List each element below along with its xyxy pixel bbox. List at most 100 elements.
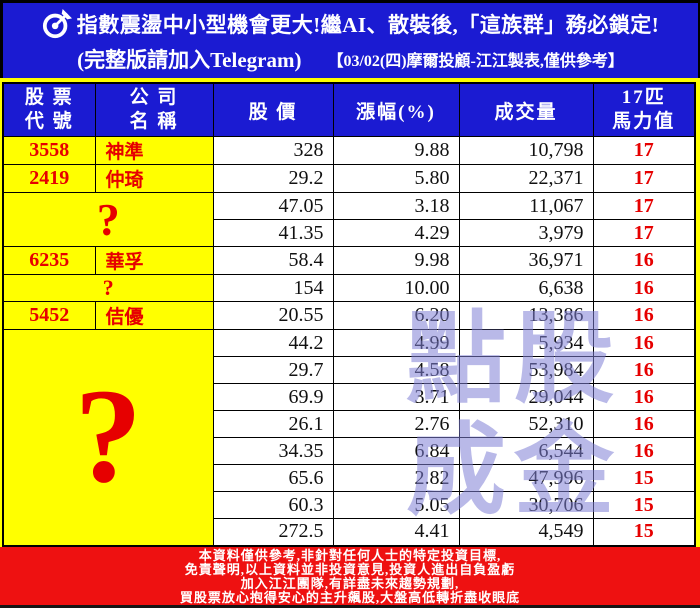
volume-cell: 52,310	[458, 410, 594, 438]
disclaimer-line: 買股票放心抱得安心的主升飆股,大盤高低轉折盡收眼底	[179, 590, 521, 605]
power-cell: 16	[592, 329, 696, 357]
price-cell: 272.5	[212, 518, 334, 546]
change-cell: 3.18	[332, 192, 460, 220]
change-cell: 9.98	[332, 246, 460, 275]
col-header-volume: 成交量	[458, 82, 594, 137]
col-header-stock-code: 股 票 代 號	[2, 82, 96, 137]
table-row: 6235 華孚 58.4 9.98 36,971 16	[2, 246, 696, 275]
volume-cell: 30,706	[458, 491, 594, 519]
telegram-note: (完整版請加入Telegram)	[77, 48, 302, 72]
price-cell: 69.9	[212, 383, 334, 411]
disclaimer-line: 加入江江團隊,有詳盡未來趨勢規劃,	[240, 576, 460, 591]
price-cell: 29.2	[212, 164, 334, 193]
price-cell: 29.7	[212, 356, 334, 384]
stock-code-cell: 3558	[2, 136, 96, 165]
company-name-cell: 華孚	[94, 246, 214, 275]
stock-table: 股 票 代 號 公 司 名 稱 股 價 漲幅(%) 成交量 17匹 馬力值	[2, 82, 696, 547]
change-cell: 6.20	[332, 301, 460, 330]
col-header-text: 股 票	[24, 87, 74, 108]
table-row: 41.35 4.29 3,979 17	[3, 219, 696, 247]
power-cell: 15	[592, 464, 696, 492]
change-cell: 10.00	[332, 274, 460, 302]
table-row: ? 47.05 3.18 11,067 17	[2, 192, 696, 247]
headline-text: 指數震盪中小型機會更大!繼AI、散裝後,「這族群」務必鎖定!	[76, 13, 660, 37]
volume-cell: 3,979	[458, 219, 594, 247]
col-header-company-name: 公 司 名 稱	[94, 82, 214, 137]
col-header-change: 漲幅(%)	[332, 82, 460, 137]
headline-row: 指數震盪中小型機會更大!繼AI、散裝後,「這族群」務必鎖定!	[3, 9, 698, 39]
volume-cell: 10,798	[458, 136, 594, 165]
disclaimer-line: 本資料僅供參考,非針對任何人士的特定投資目標,	[198, 548, 502, 563]
price-cell: 26.1	[212, 410, 334, 438]
price-cell: 34.35	[212, 437, 334, 465]
table-row: 69.9 3.71 29,044 16	[3, 383, 696, 411]
table-row: 34.35 6.84 6,544 16	[3, 437, 696, 465]
price-cell: 41.35	[212, 219, 334, 247]
volume-cell: 36,971	[458, 246, 594, 275]
mystery-cell: ?	[2, 192, 214, 247]
subheadline-row: (完整版請加入Telegram) 【03/02(四)摩爾投顧-江江製表,僅供參考…	[3, 44, 698, 74]
disclaimer-line: 免責聲明,以上資料並非投資意見,投資人進出自負盈虧	[184, 562, 516, 577]
col-header-text: 代 號	[24, 111, 74, 132]
power-cell: 16	[592, 356, 696, 384]
table-row: 3558 神準 328 9.88 10,798 17	[2, 136, 696, 165]
company-name-cell: 神準	[94, 136, 214, 165]
table-row: 60.3 5.05 30,706 15	[3, 491, 696, 519]
table-row: 26.1 2.76 52,310 16	[3, 410, 696, 438]
volume-cell: 11,067	[458, 192, 594, 220]
stock-code-cell: 2419	[2, 164, 96, 193]
volume-cell: 29,044	[458, 383, 594, 411]
table-row: 29.7 4.58 53,984 16	[3, 356, 696, 384]
change-cell: 9.88	[332, 136, 460, 165]
price-cell: 58.4	[212, 246, 334, 275]
price-cell: 328	[212, 136, 334, 165]
power-cell: 16	[592, 410, 696, 438]
change-cell: 6.84	[332, 437, 460, 465]
change-cell: 2.76	[332, 410, 460, 438]
power-cell: 15	[592, 518, 696, 546]
price-cell: 47.05	[212, 192, 334, 220]
power-cell: 15	[592, 491, 696, 519]
volume-cell: 5,934	[458, 329, 594, 357]
col-header-text: 名 稱	[129, 111, 179, 132]
volume-cell: 53,984	[458, 356, 594, 384]
volume-cell: 4,549	[458, 518, 594, 546]
power-cell: 17	[592, 192, 696, 220]
change-cell: 4.58	[332, 356, 460, 384]
power-cell: 16	[592, 274, 696, 302]
col-header-text: 17匹	[621, 87, 666, 108]
change-cell: 4.29	[332, 219, 460, 247]
change-cell: 2.82	[332, 464, 460, 492]
col-header-price: 股 價	[212, 82, 334, 137]
power-cell: 16	[592, 301, 696, 330]
mystery-cell: ?	[2, 329, 214, 546]
top-banner: 指數震盪中小型機會更大!繼AI、散裝後,「這族群」務必鎖定! (完整版請加入Te…	[0, 0, 700, 78]
stock-code-cell: 6235	[2, 246, 96, 275]
price-cell: 60.3	[212, 491, 334, 519]
volume-cell: 6,544	[458, 437, 594, 465]
power-cell: 16	[592, 246, 696, 275]
power-cell: 16	[592, 383, 696, 411]
stock-table-body: 3558 神準 328 9.88 10,798 17 2419 仲琦 29.2 5.80 22,37…	[2, 136, 696, 546]
table-row: 272.5 4.41 4,549 15	[3, 518, 696, 546]
volume-cell: 22,371	[458, 164, 594, 193]
power-cell: 16	[592, 437, 696, 465]
change-cell: 4.99	[332, 329, 460, 357]
price-cell: 44.2	[212, 329, 334, 357]
price-cell: 20.55	[212, 301, 334, 330]
power-cell: 17	[592, 164, 696, 193]
table-row: 2419 仲琦 29.2 5.80 22,371 17	[2, 164, 696, 193]
col-header-text: 馬力值	[612, 111, 676, 132]
source-note: 【03/02(四)摩爾投顧-江江製表,僅供參考】	[327, 53, 624, 70]
change-cell: 3.71	[332, 383, 460, 411]
change-cell: 5.80	[332, 164, 460, 193]
table-row: ? 44.2 4.99 5,934 16	[2, 329, 696, 546]
col-header-text: 公 司	[129, 87, 179, 108]
volume-cell: 13,386	[458, 301, 594, 330]
header-row: 股 票 代 號 公 司 名 稱 股 價 漲幅(%) 成交量 17匹 馬力值	[2, 82, 696, 137]
stock-code-cell: 5452	[2, 301, 96, 330]
volume-cell: 6,638	[458, 274, 594, 302]
mystery-cell: ?	[2, 274, 214, 302]
power-cell: 17	[592, 136, 696, 165]
